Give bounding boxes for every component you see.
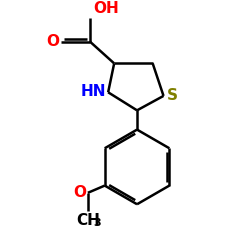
Text: S: S: [166, 88, 177, 104]
Text: CH: CH: [76, 213, 100, 228]
Text: O: O: [46, 34, 59, 49]
Text: 3: 3: [93, 218, 101, 228]
Text: O: O: [73, 185, 86, 200]
Text: HN: HN: [80, 84, 106, 98]
Text: OH: OH: [93, 2, 119, 16]
